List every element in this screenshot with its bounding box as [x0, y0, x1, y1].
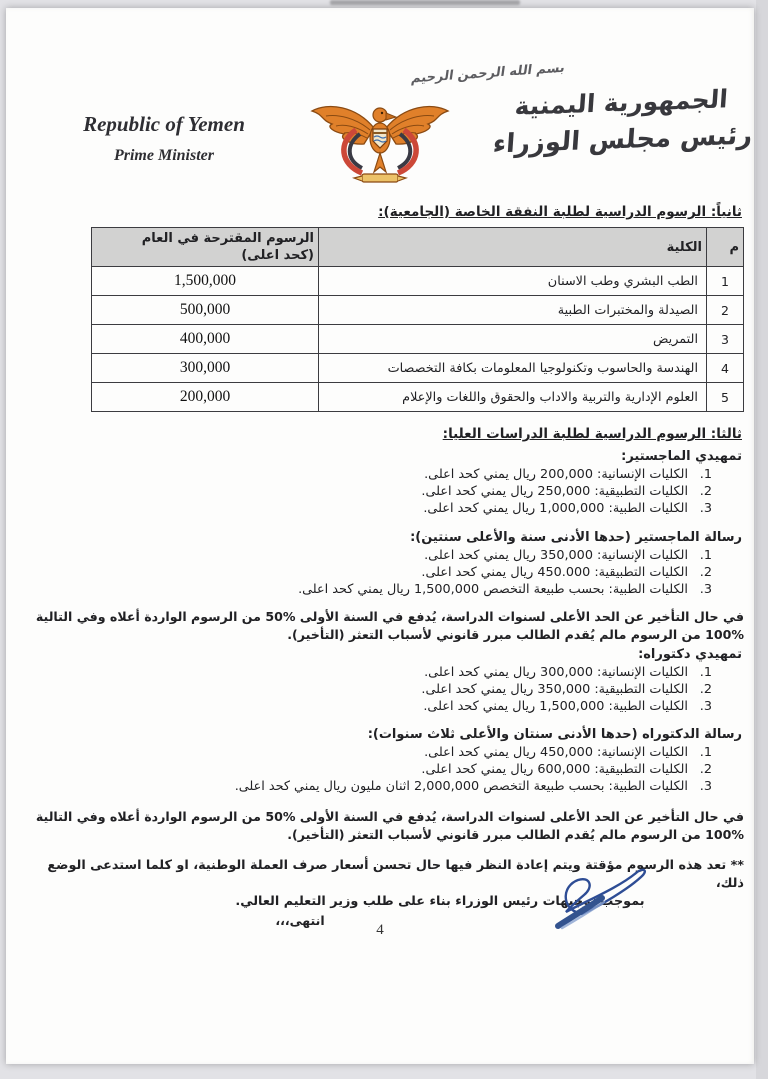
cell-no: 3: [706, 324, 744, 354]
table-row: 3 التمريض 400,000: [91, 324, 744, 354]
subsection-masters-prelim: تمهيدي الماجستير: 1.الكليات الإنسانية: 2…: [14, 449, 746, 517]
fee-list-item: 2.الكليات التطبيقية: 250,000 ريال يمني ك…: [421, 484, 712, 499]
delay-penalty-paragraph: في حال التأخير عن الحد الأعلى لسنوات الد…: [35, 809, 744, 842]
arabic-subtitle: رئيس مجلس الوزراء: [491, 120, 754, 160]
table-row: 4 الهندسة والحاسوب وتكنولوجيا المعلومات …: [91, 353, 744, 383]
cell-no: 5: [706, 382, 744, 412]
scan-edge-shadow: [756, 0, 768, 1079]
cell-college: الهندسة والحاسوب وتكنولوجيا المعلومات بك…: [318, 353, 707, 383]
subsection-masters-thesis: رسالة الماجستير (حدها الأدنى سنة والأعلى…: [14, 530, 746, 598]
fee-list-item: 1.الكليات الإنسانية: 200,000 ريال يمني ك…: [424, 467, 712, 482]
cell-fee: 500,000: [91, 295, 319, 325]
subsection-title: رسالة الماجستير (حدها الأدنى سنة والأعلى…: [410, 530, 742, 545]
subsection-title: تمهيدي دكتوراه:: [638, 647, 742, 662]
page-number: 4: [376, 922, 384, 938]
prime-minister-signature: [555, 868, 646, 930]
fee-list-item: 3.الكليات الطبية: بحسب طبيعة التخصص 1,50…: [298, 582, 712, 597]
footnote-line2: بموجب توجيهات رئيس الوزراء بناء على طلب …: [235, 894, 645, 909]
document-page: بسم الله الرحمن الرحيم Republic of Yemen…: [6, 8, 754, 1064]
cell-fee: 300,000: [91, 353, 319, 383]
cell-fee: 200,000: [91, 382, 319, 412]
arabic-letterhead: الجمهورية اليمنية رئيس مجلس الوزراء: [491, 83, 753, 159]
cell-no: 4: [706, 353, 744, 383]
fee-list-item: 1.الكليات الإنسانية: 300,000 ريال يمني ك…: [424, 665, 712, 680]
fee-list-item: 3.الكليات الطبية: بحسب طبيعة التخصص 2,00…: [234, 779, 712, 794]
cell-college: العلوم الإدارية والتربية والاداب والحقوق…: [318, 382, 707, 412]
scan-artifact: [330, 0, 520, 5]
subsection-phd-prelim: تمهيدي دكتوراه: 1.الكليات الإنسانية: 300…: [14, 647, 746, 715]
cell-no: 2: [706, 295, 744, 325]
fee-list-item: 1.الكليات الإنسانية: 350,000 ريال يمني ك…: [424, 548, 712, 563]
footnote-line1: ** تعد هذه الرسوم مؤقتة ويتم إعادة النظر…: [47, 858, 744, 891]
table-row: 5 العلوم الإدارية والتربية والاداب والحق…: [91, 382, 744, 412]
fee-list-item: 1.الكليات الإنسانية: 450,000 ريال يمني ك…: [424, 745, 712, 760]
subsection-phd-thesis: رسالة الدكتوراه (حدها الأدنى سنتان والأع…: [14, 727, 746, 795]
end-mark: انتهى،،،: [275, 913, 325, 928]
cell-college: التمريض: [318, 324, 707, 354]
english-title: Republic of Yemen: [83, 112, 245, 136]
fee-list-item: 2.الكليات التطبيقية: 450.000 ريال يمني ك…: [421, 565, 712, 580]
document-body: ثانياً: الرسوم الدراسية لطلبة النفقة الخ…: [14, 198, 746, 928]
delay-penalty-paragraph: في حال التأخير عن الحد الأعلى لسنوات الد…: [35, 609, 744, 642]
section2-heading: ثانياً: الرسوم الدراسية لطلبة النفقة الخ…: [378, 204, 742, 220]
table-row: 1 الطب البشري وطب الاسنان 1,500,000: [91, 266, 744, 296]
table-row: 2 الصيدلة والمختبرات الطبية 500,000: [91, 295, 744, 325]
fee-list-item: 2.الكليات التطبيقية: 350,000 ريال يمني ك…: [421, 682, 712, 697]
bismillah-calligraphy: بسم الله الرحمن الرحيم: [410, 60, 566, 87]
subsection-title: تمهيدي الماجستير:: [621, 449, 742, 464]
col-fee-header: الرسوم المقترحة في العام (كحد اعلى): [91, 227, 319, 267]
cell-college: الطب البشري وطب الاسنان: [318, 266, 707, 296]
english-subtitle: Prime Minister: [113, 147, 214, 164]
fee-list-item: 2.الكليات التطبيقية: 600,000 ريال يمني ك…: [421, 762, 712, 777]
cell-fee: 400,000: [91, 324, 319, 354]
arabic-title: الجمهورية اليمنية: [513, 84, 729, 121]
fee-list-item: 3.الكليات الطبية: 1,000,000 ريال يمني كح…: [423, 501, 712, 516]
fees-table: م الكلية الرسوم المقترحة في العام (كحد ا…: [91, 227, 744, 412]
cell-no: 1: [706, 266, 744, 296]
cell-fee: 1,500,000: [91, 266, 319, 296]
subsection-title: رسالة الدكتوراه (حدها الأدنى سنتان والأع…: [367, 727, 742, 742]
table-header-row: م الكلية الرسوم المقترحة في العام (كحد ا…: [91, 227, 744, 267]
yemen-emblem-icon: [310, 105, 450, 183]
col-college-header: الكلية: [318, 227, 707, 267]
cell-college: الصيدلة والمختبرات الطبية: [318, 295, 707, 325]
fee-list-item: 3.الكليات الطبية: 1,500,000 ريال يمني كح…: [423, 699, 712, 714]
col-no-header: م: [706, 227, 744, 267]
section3-heading: ثالثا: الرسوم الدراسية لطلبة الدراسات ال…: [442, 426, 742, 442]
english-letterhead: Republic of Yemen Prime Minister: [54, 112, 274, 165]
